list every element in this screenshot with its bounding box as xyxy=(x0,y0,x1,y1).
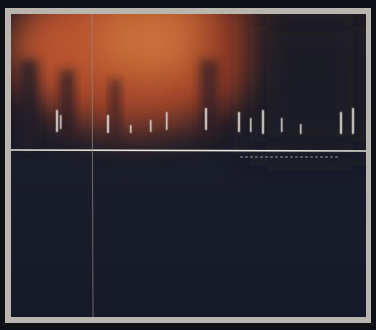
horizontal-line xyxy=(10,149,367,152)
specks xyxy=(56,108,354,134)
glow xyxy=(15,14,366,154)
vertical-line xyxy=(91,13,94,318)
